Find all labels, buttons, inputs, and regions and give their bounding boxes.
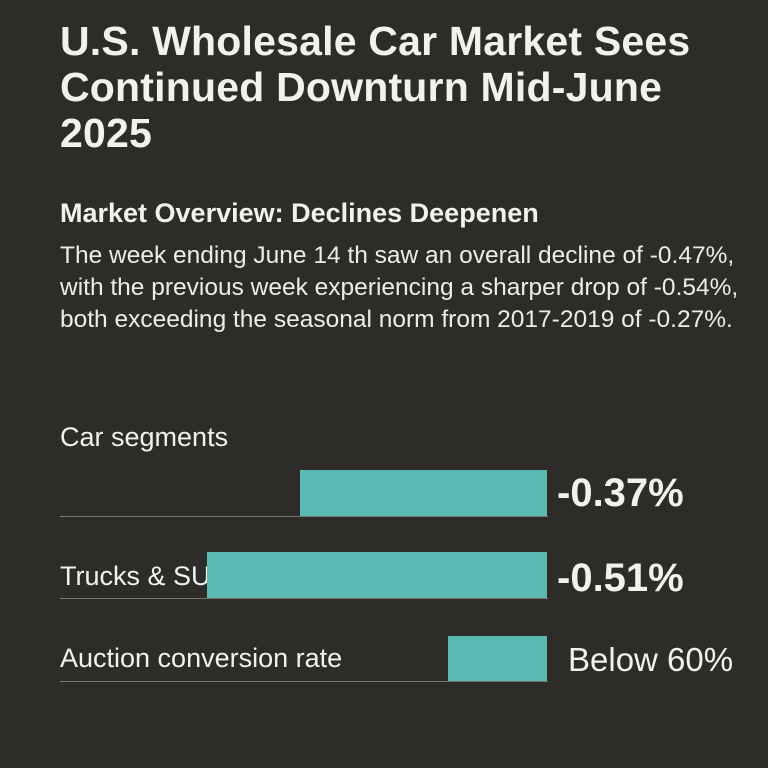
page-title: U.S. Wholesale Car Market Sees Continued… bbox=[60, 18, 691, 156]
row-divider bbox=[60, 598, 548, 599]
chart-title: Car segments bbox=[60, 422, 229, 452]
bar bbox=[300, 470, 547, 516]
row-divider bbox=[60, 516, 548, 517]
overview-paragraph: The week ending June 14 th saw an overal… bbox=[60, 242, 739, 333]
value-label: Below 60% bbox=[568, 641, 734, 678]
category-label: Auction conversion rate bbox=[60, 643, 343, 673]
bar bbox=[448, 636, 547, 682]
value-label: -0.51% bbox=[557, 556, 684, 600]
section-subtitle: Market Overview: Declines Deepenen bbox=[60, 198, 539, 228]
value-label: -0.37% bbox=[557, 471, 684, 515]
row-divider bbox=[60, 681, 548, 682]
bar bbox=[207, 552, 547, 598]
